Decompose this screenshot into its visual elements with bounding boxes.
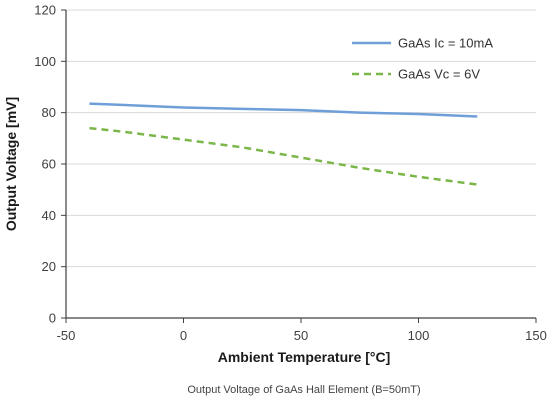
legend-label-vc: GaAs Vc = 6V [398,67,480,82]
series-lines [89,102,478,186]
series-line-1 [89,126,478,186]
chart-caption: Output Voltage of GaAs Hall Element (B=5… [187,384,420,396]
axes [61,9,537,323]
y-tick-label: 80 [42,105,56,120]
y-tick-label: 20 [42,259,56,274]
y-tick-label: 0 [49,311,56,326]
x-tick-label: 150 [525,328,547,343]
y-tick-label: 100 [34,54,56,69]
x-tick-label: 50 [294,328,308,343]
series-line-0 [89,102,478,118]
x-tick-label: -50 [57,328,76,343]
grid [66,9,536,268]
legend-label-ic: GaAs Ic = 10mA [398,36,493,51]
y-axis-title: Output Voltage [mV] [3,97,19,231]
x-axis-title: Ambient Temperature [°C] [218,349,391,365]
x-tick-label: 0 [180,328,187,343]
y-tick-label: 40 [42,208,56,223]
legend: GaAs Ic = 10mA GaAs Vc = 6V [352,36,493,82]
y-tick-label: 60 [42,157,56,172]
y-tick-label: 120 [34,3,56,18]
x-tick-label: 100 [408,328,430,343]
